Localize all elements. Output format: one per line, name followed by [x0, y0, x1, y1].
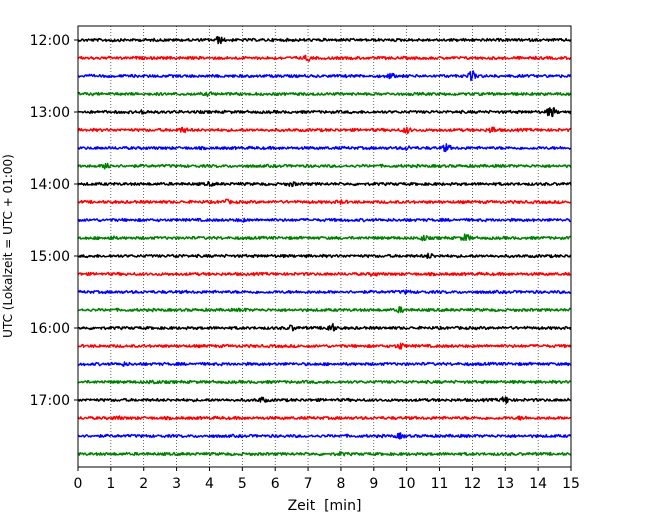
x-tick-label: 8 — [336, 476, 345, 492]
x-tick-label: 11 — [431, 476, 449, 492]
trace-line — [77, 233, 572, 242]
trace-line — [77, 107, 572, 118]
trace-line — [77, 415, 572, 421]
y-tick-label: 17:00 — [30, 393, 70, 409]
trace-line — [77, 91, 572, 98]
y-tick-label: 13:00 — [30, 105, 70, 121]
x-tick-label: 14 — [529, 476, 547, 492]
trace-line — [77, 70, 572, 82]
x-tick-label: 1 — [106, 476, 115, 492]
trace-line — [77, 396, 572, 405]
trace-line — [77, 126, 572, 135]
trace-line — [77, 35, 572, 45]
x-axis-title: Zeit [min] — [288, 498, 362, 514]
x-tick-label: 2 — [139, 476, 148, 492]
trace-group — [77, 35, 572, 457]
x-axis-ticks: 0 1 2 3 4 5 6 7 8 9 10 11 12 13 14 15 — [74, 467, 580, 492]
y-tick-label: 16:00 — [30, 321, 70, 337]
trace-line — [77, 432, 572, 440]
x-tick-label: 5 — [238, 476, 247, 492]
trace-line — [77, 342, 572, 350]
x-tick-label: 12 — [463, 476, 481, 492]
trace-line — [77, 361, 572, 367]
x-tick-label: 0 — [74, 476, 83, 492]
x-tick-label: 13 — [496, 476, 514, 492]
trace-line — [77, 54, 572, 62]
y-tick-label: 15:00 — [30, 249, 70, 265]
plot-frame — [77, 25, 572, 468]
x-tick-label: 9 — [369, 476, 378, 492]
trace-line — [77, 450, 572, 457]
y-tick-label: 12:00 — [30, 33, 70, 49]
trace-line — [77, 252, 572, 260]
trace-line — [77, 198, 572, 206]
trace-line — [77, 180, 572, 188]
x-tick-label: 7 — [304, 476, 313, 492]
trace-line — [77, 143, 572, 153]
trace-line — [77, 271, 572, 277]
trace-line — [77, 162, 572, 170]
x-tick-label: 10 — [398, 476, 416, 492]
x-tick-label: 3 — [172, 476, 181, 492]
trace-line — [77, 379, 572, 385]
trace-line — [77, 217, 572, 223]
trace-line — [77, 289, 572, 295]
trace-line — [77, 322, 572, 332]
y-tick-label: 14:00 — [30, 177, 70, 193]
y-axis-ticks: 12:00 13:00 14:00 15:00 16:00 17:00 — [30, 33, 78, 409]
x-tick-label: 4 — [205, 476, 214, 492]
trace-line — [77, 306, 572, 314]
x-tick-label: 6 — [271, 476, 280, 492]
x-tick-label: 15 — [562, 476, 580, 492]
y-axis-title: UTC (Lokalzeit = UTC + 01:00) — [1, 154, 15, 338]
